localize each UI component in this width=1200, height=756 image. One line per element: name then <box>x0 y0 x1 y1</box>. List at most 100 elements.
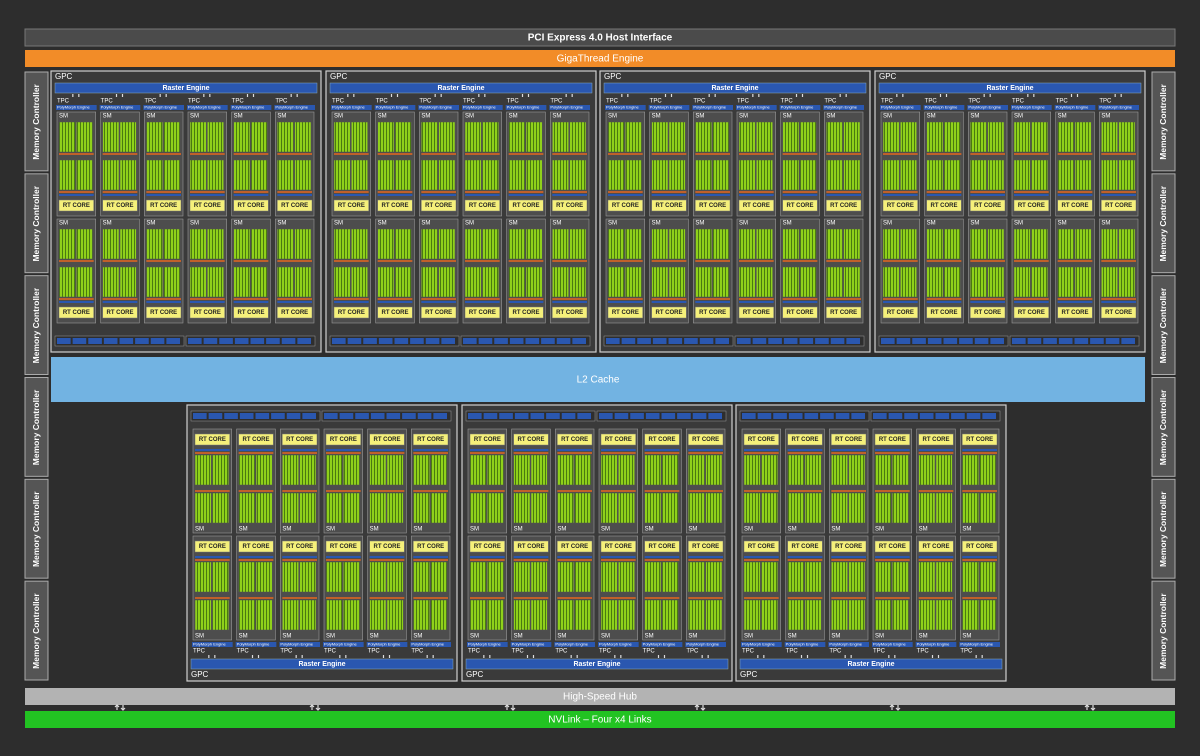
cuda-cores <box>848 599 866 631</box>
cuda-cores <box>508 159 526 191</box>
cuda-cores <box>233 121 251 153</box>
tensor-strip <box>233 194 269 196</box>
sm-label: SM <box>1058 114 1067 120</box>
tensor-strip <box>369 449 405 451</box>
memory-controller <box>1151 173 1176 274</box>
cuda-cores <box>76 121 93 153</box>
tensor-strip <box>1014 301 1049 303</box>
arrow <box>339 655 347 658</box>
register-strip <box>470 452 505 454</box>
sm-label: SM <box>652 114 661 120</box>
polymorph-engine <box>823 105 864 110</box>
register-strip <box>470 597 505 599</box>
cuda-cores <box>557 599 574 631</box>
rt-core <box>102 306 138 319</box>
cuda-cores <box>1101 159 1118 191</box>
cuda-cores <box>469 492 487 524</box>
register-strip <box>326 559 361 561</box>
sm-label: SM <box>1014 114 1023 120</box>
rt-core <box>918 433 954 446</box>
cuda-cores <box>892 561 909 593</box>
rt-core <box>102 199 138 212</box>
cuda-cores <box>618 454 635 486</box>
l1-cell <box>815 338 829 344</box>
cuda-cores <box>333 159 351 191</box>
gpc-label: GPC <box>191 670 209 679</box>
register-strip <box>377 191 413 193</box>
arrow <box>795 94 804 97</box>
rt-core-label: RT CORE <box>748 544 775 550</box>
rt-core <box>325 540 361 553</box>
rt-core <box>1057 199 1093 212</box>
cuda-cores <box>557 454 574 486</box>
l1-cell <box>425 338 440 344</box>
tensor-strip <box>608 194 643 196</box>
rt-core-label: RT CORE <box>425 310 452 316</box>
sm-label: SM <box>788 634 797 640</box>
register-strip <box>513 597 549 599</box>
l1-cell <box>417 413 432 419</box>
arrow <box>290 94 298 97</box>
cuda-cores <box>607 121 625 153</box>
register-strip <box>277 153 312 155</box>
sm-label: SM <box>326 634 335 640</box>
cuda-cores <box>935 492 953 524</box>
l1-cell <box>904 413 918 419</box>
polymorph-engine <box>605 105 646 110</box>
sm-label: SM <box>831 527 840 533</box>
tensor-strip <box>238 449 274 451</box>
cuda-cores <box>569 121 587 153</box>
rt-core-label: RT CORE <box>1018 203 1045 209</box>
cuda-cores <box>194 492 212 524</box>
cuda-cores <box>238 454 256 486</box>
cuda-cores <box>386 454 404 486</box>
tensor-strip <box>557 449 592 451</box>
cuda-cores <box>874 492 892 524</box>
cuda-cores <box>421 159 438 191</box>
cuda-cores <box>212 599 229 631</box>
cuda-cores <box>970 266 987 298</box>
l1-cell <box>692 413 707 419</box>
rt-core <box>508 306 544 319</box>
register-strip <box>608 260 643 262</box>
polymorph-label: PolyMorph Engine <box>742 642 775 647</box>
cuda-cores <box>189 266 207 298</box>
tensor-strip <box>782 301 818 303</box>
tensor-strip <box>190 194 225 196</box>
cuda-cores <box>377 228 395 260</box>
tensor-strip <box>1057 301 1093 303</box>
register-strip <box>282 597 317 599</box>
l1-cell <box>441 338 455 344</box>
rt-core-label: RT CORE <box>281 203 308 209</box>
cuda-cores <box>102 228 120 260</box>
register-strip <box>926 260 962 262</box>
arrow <box>888 655 896 658</box>
rt-core <box>369 540 405 553</box>
cuda-cores <box>1013 266 1031 298</box>
cuda-cores <box>212 454 229 486</box>
cuda-cores <box>58 266 76 298</box>
cuda-cores <box>651 266 669 298</box>
arrow <box>521 94 530 97</box>
rt-core <box>146 199 182 212</box>
rt-core-label: RT CORE <box>238 310 265 316</box>
l1-cell <box>219 338 233 344</box>
tpc-label: TPC <box>1056 99 1069 105</box>
cuda-cores <box>207 266 224 298</box>
register-strip <box>59 191 94 193</box>
rt-core <box>413 433 449 446</box>
rt-core-label: RT CORE <box>931 310 958 316</box>
tpc-label: TPC <box>193 649 206 655</box>
register-strip <box>1057 153 1093 155</box>
cuda-cores <box>1031 266 1048 298</box>
tpc-label: TPC <box>925 99 938 105</box>
polymorph-engine <box>1054 105 1096 110</box>
cuda-cores <box>661 454 679 486</box>
rt-core <box>333 199 369 212</box>
rt-core <box>282 540 318 553</box>
register-strip <box>787 490 823 492</box>
arrow <box>434 94 442 97</box>
l1-cell <box>478 338 493 344</box>
tensor-strip <box>413 449 448 451</box>
cuda-cores <box>695 159 712 191</box>
